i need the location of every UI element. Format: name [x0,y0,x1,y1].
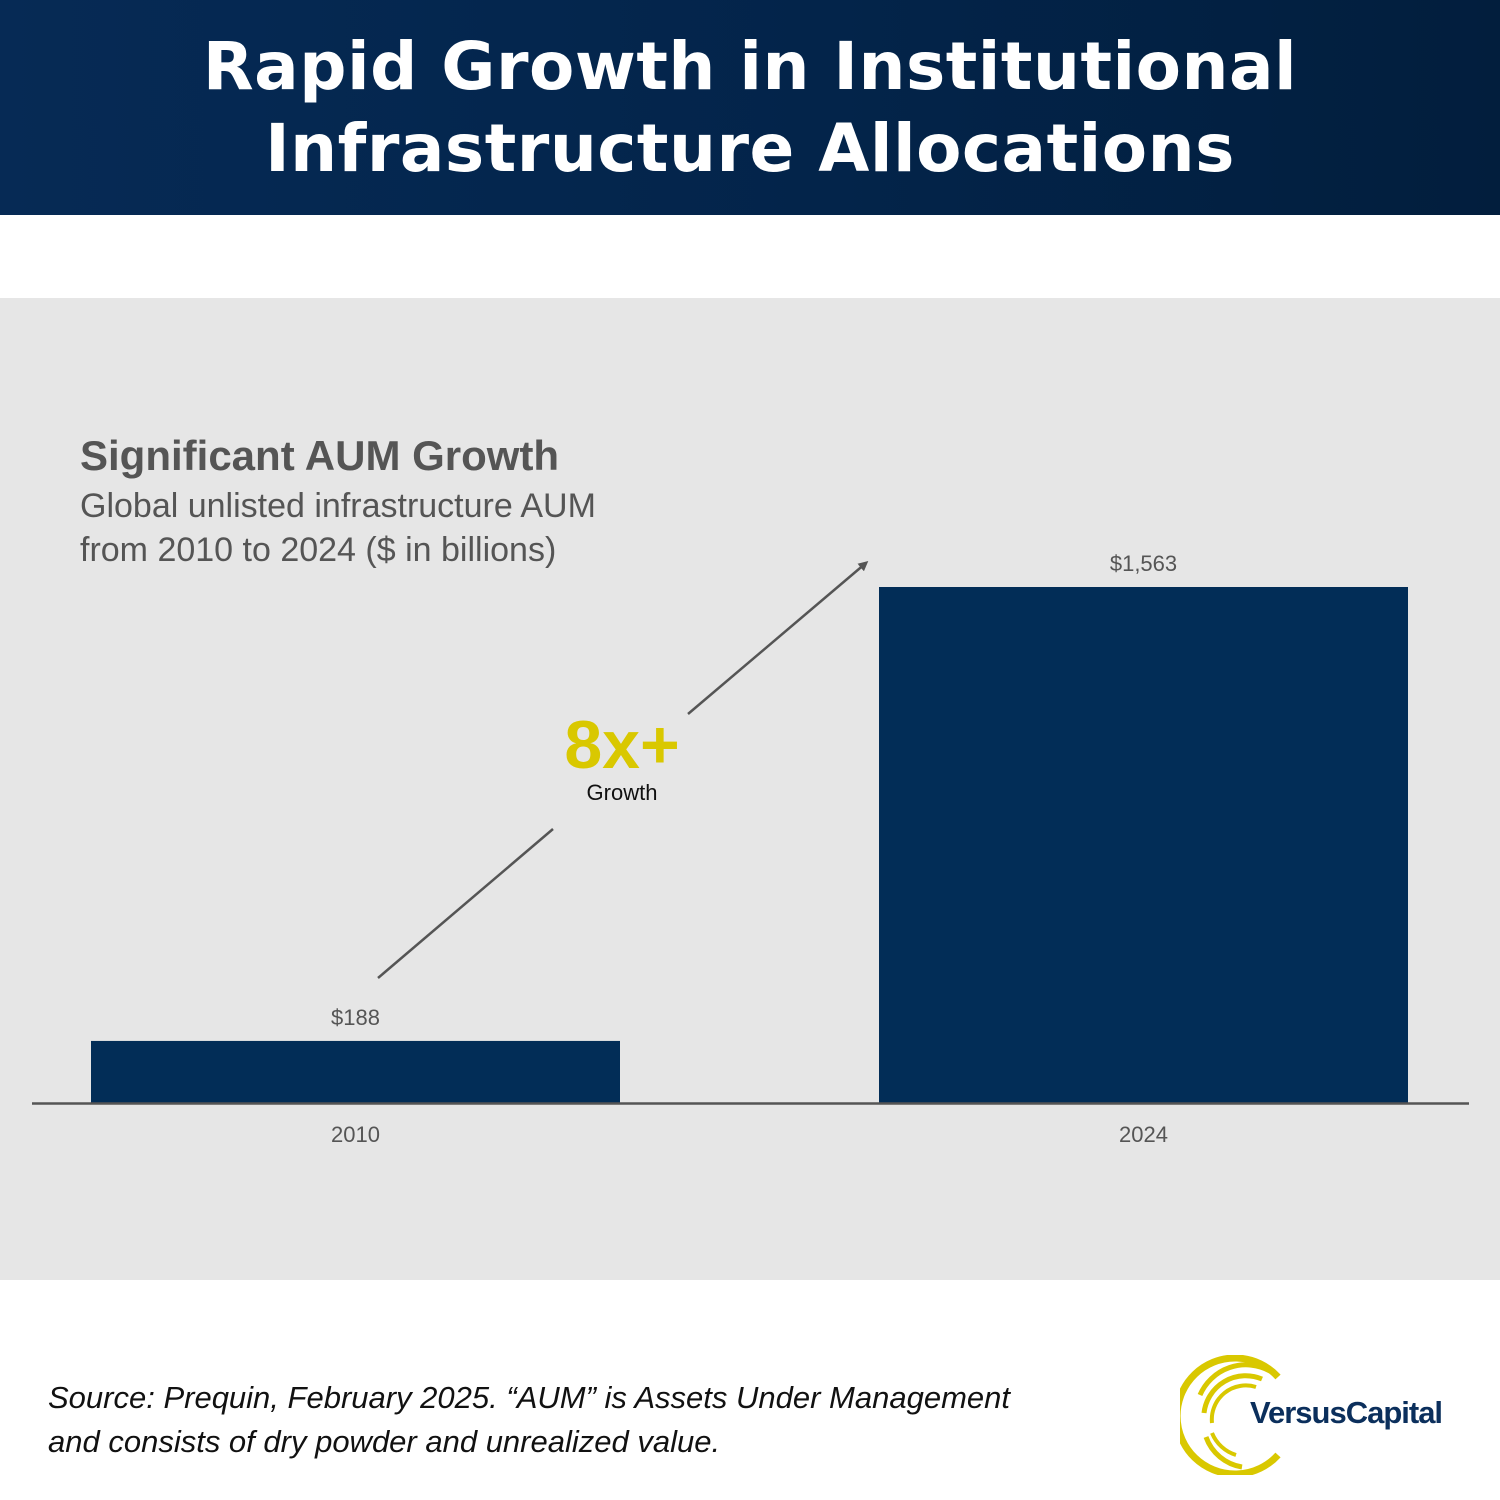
logo-arcs-icon [1180,1355,1281,1475]
versus-capital-logo: VersusCapital [1180,1355,1480,1475]
header-banner: Rapid Growth in Institutional Infrastruc… [0,0,1500,215]
labels-layer: $188 2010 $1,563 2024 [331,551,1177,1147]
logo-wordmark: VersusCapital [1250,1395,1443,1430]
bar-2024 [879,587,1408,1103]
x-tick-label-2010: 2010 [331,1122,380,1147]
page-title-line-2: Infrastructure Allocations [265,109,1235,187]
growth-arrow-lower-segment [377,828,554,979]
growth-arrow-upper-segment [687,561,869,715]
growth-caption: Growth [587,780,658,805]
page-title-line-1: Rapid Growth in Institutional [202,27,1298,105]
x-tick-label-2024: 2024 [1119,1122,1168,1147]
page-title: Rapid Growth in Institutional Infrastruc… [203,26,1297,190]
chart-subtitle: Global unlisted infrastructure AUM from … [80,487,596,569]
bar-2010 [91,1040,620,1103]
bars-layer [91,587,1408,1103]
growth-multiple-label: 8x+ [564,707,679,783]
data-label-2024: $1,563 [1110,551,1177,576]
data-label-2010: $188 [331,1005,380,1030]
source-footnote: Source: Prequin, February 2025. “AUM” is… [48,1380,1010,1459]
chart-title: Significant AUM Growth [80,432,560,479]
